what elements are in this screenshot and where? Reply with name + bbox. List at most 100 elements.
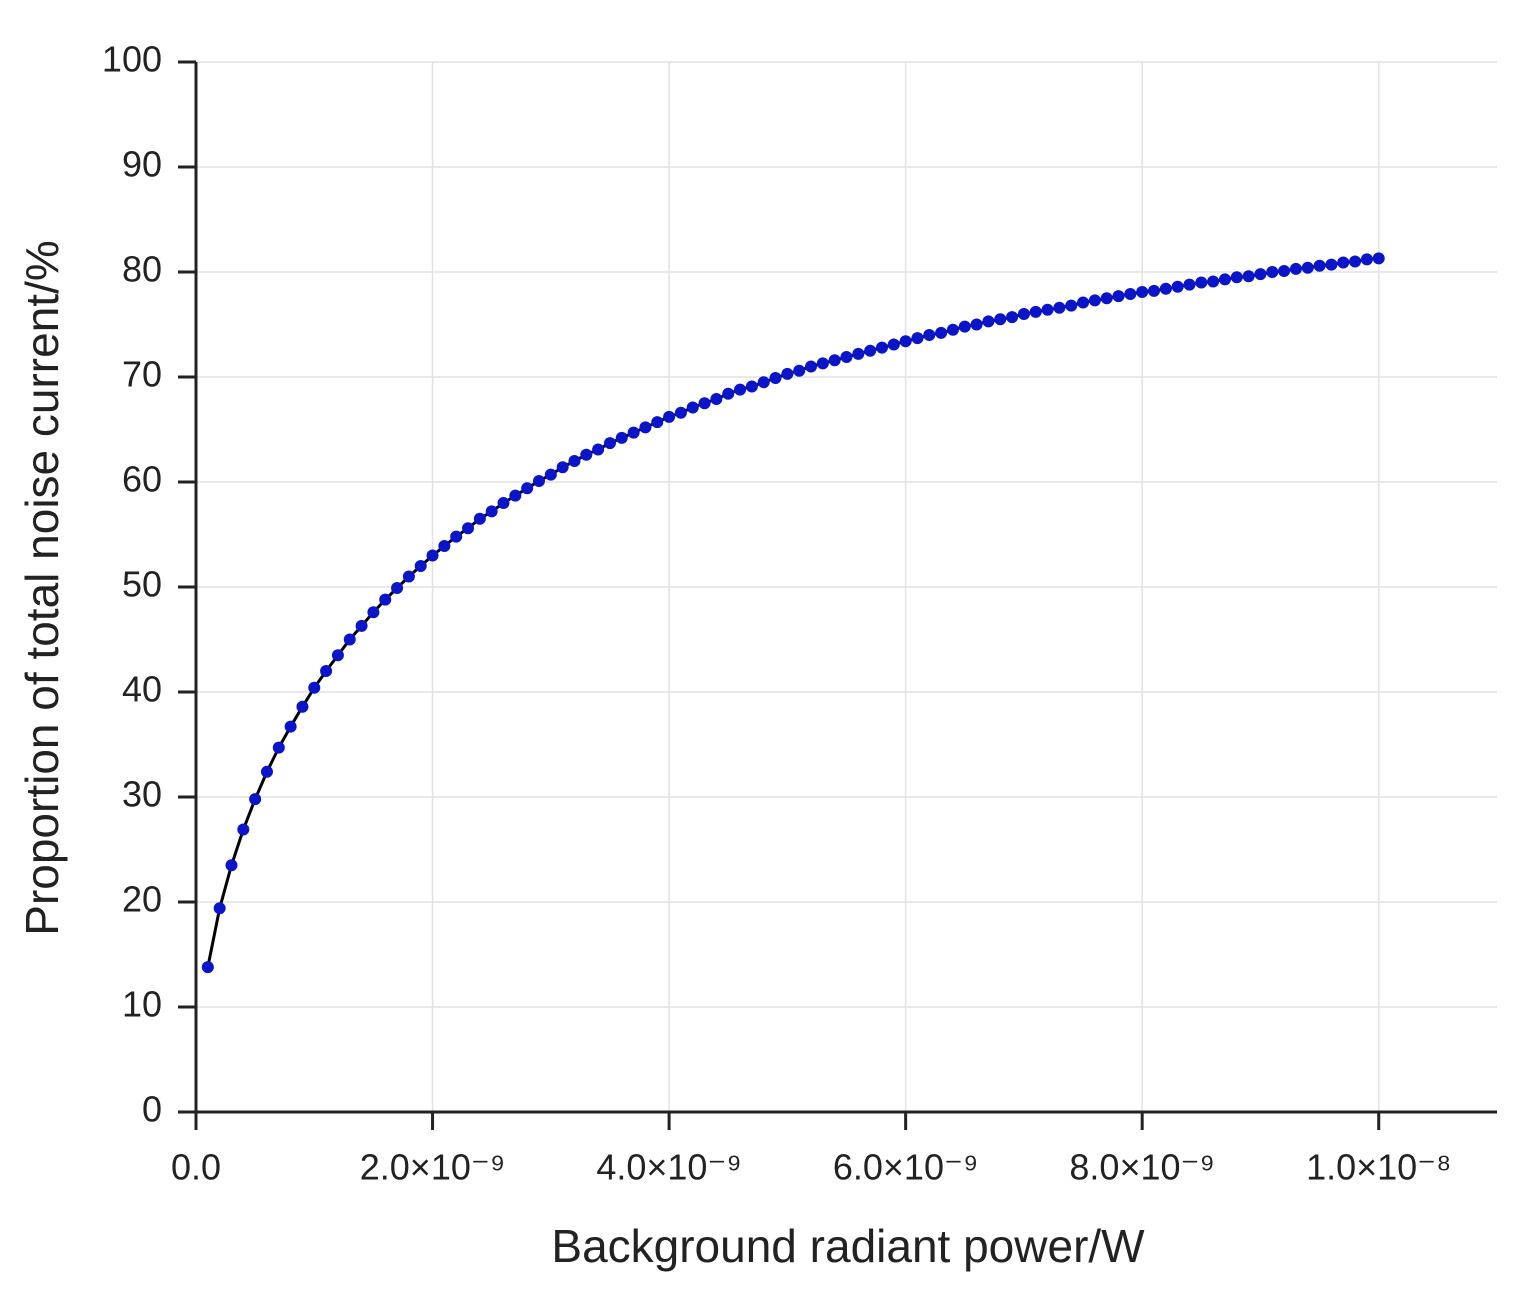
data-point xyxy=(840,351,853,364)
data-point xyxy=(485,505,498,518)
data-point xyxy=(331,649,344,662)
data-point xyxy=(1136,285,1149,298)
data-point xyxy=(1053,301,1066,314)
data-point xyxy=(308,681,321,694)
data-point xyxy=(1360,253,1373,266)
data-point xyxy=(249,793,262,806)
data-point xyxy=(1006,311,1019,324)
x-tick-label: 6.0×10⁻⁹ xyxy=(833,1147,979,1188)
y-tick-label: 40 xyxy=(122,669,162,710)
data-point xyxy=(296,700,309,713)
y-axis-label: Proportion of total noise current/% xyxy=(16,240,68,935)
data-point xyxy=(1289,262,1302,275)
data-point xyxy=(674,406,687,419)
y-tick-label: 90 xyxy=(122,144,162,185)
data-point xyxy=(1195,276,1208,289)
data-point xyxy=(509,489,522,502)
data-point xyxy=(1100,292,1113,305)
y-tick-label: 30 xyxy=(122,774,162,815)
data-point xyxy=(899,335,912,348)
data-point xyxy=(532,474,545,487)
data-point xyxy=(556,461,569,474)
data-point xyxy=(201,961,214,974)
data-point xyxy=(615,431,628,444)
data-point xyxy=(1337,256,1350,269)
y-tick-label: 10 xyxy=(122,984,162,1025)
y-tick-label: 0 xyxy=(142,1089,162,1130)
data-point xyxy=(237,823,250,836)
data-point xyxy=(793,364,806,377)
data-point xyxy=(1065,299,1078,312)
y-tick-label: 70 xyxy=(122,354,162,395)
data-point xyxy=(343,633,356,646)
data-point xyxy=(414,560,427,572)
y-tick-label: 50 xyxy=(122,564,162,605)
data-point xyxy=(816,357,829,370)
data-point xyxy=(627,426,640,439)
data-line xyxy=(206,256,1379,968)
data-point xyxy=(568,455,581,467)
data-point xyxy=(391,582,404,595)
data-point xyxy=(426,549,439,562)
data-point xyxy=(911,332,924,345)
data-point xyxy=(450,530,463,543)
data-point xyxy=(1088,294,1101,307)
data-point xyxy=(639,421,652,434)
data-point xyxy=(260,765,273,778)
data-point xyxy=(805,360,818,373)
data-point xyxy=(1349,255,1362,268)
data-point xyxy=(1148,284,1161,297)
data-point xyxy=(663,410,676,423)
data-point xyxy=(852,347,865,360)
y-tick-label: 80 xyxy=(122,249,162,290)
data-point xyxy=(710,393,723,406)
data-point xyxy=(355,619,368,632)
data-point xyxy=(958,320,971,333)
x-tick-label: 1.0×10⁻⁸ xyxy=(1306,1147,1451,1188)
data-point xyxy=(473,512,486,525)
data-point xyxy=(1183,278,1196,291)
data-point xyxy=(1325,258,1338,271)
data-point xyxy=(923,329,936,341)
data-point xyxy=(982,315,995,328)
data-point xyxy=(544,468,557,481)
data-point xyxy=(367,606,380,619)
data-point xyxy=(1077,296,1090,309)
data-point xyxy=(887,338,900,351)
x-tick-label: 4.0×10⁻⁹ xyxy=(596,1147,742,1188)
data-point xyxy=(1207,275,1220,288)
y-tick-label: 60 xyxy=(122,459,162,500)
data-point xyxy=(1254,268,1267,281)
data-point xyxy=(592,443,605,456)
data-point xyxy=(438,540,451,553)
data-point xyxy=(1017,308,1030,320)
x-tick-label: 8.0×10⁻⁹ xyxy=(1069,1147,1215,1188)
data-point xyxy=(828,354,841,367)
data-point xyxy=(1278,264,1291,277)
data-point xyxy=(946,323,959,336)
data-point xyxy=(1301,261,1314,274)
data-point xyxy=(1218,273,1231,286)
x-axis-label: Background radiant power/W xyxy=(551,1220,1145,1272)
y-tick-label: 20 xyxy=(122,879,162,920)
data-point xyxy=(402,570,415,583)
data-point xyxy=(580,448,593,461)
data-point xyxy=(686,401,699,414)
data-point xyxy=(1313,259,1326,272)
data-point xyxy=(935,326,948,339)
x-tick-label: 0.0 xyxy=(171,1147,221,1188)
data-point xyxy=(875,341,888,354)
data-point xyxy=(734,383,747,396)
x-tick-label: 2.0×10⁻⁹ xyxy=(360,1147,506,1188)
data-point xyxy=(698,397,711,410)
data-point xyxy=(521,482,534,495)
data-point xyxy=(1159,282,1172,295)
data-point xyxy=(970,318,983,331)
data-point xyxy=(1242,270,1255,283)
data-point xyxy=(651,416,664,429)
data-point xyxy=(1124,288,1137,301)
data-point xyxy=(864,344,877,357)
data-point xyxy=(1112,290,1125,303)
data-point xyxy=(497,497,510,509)
